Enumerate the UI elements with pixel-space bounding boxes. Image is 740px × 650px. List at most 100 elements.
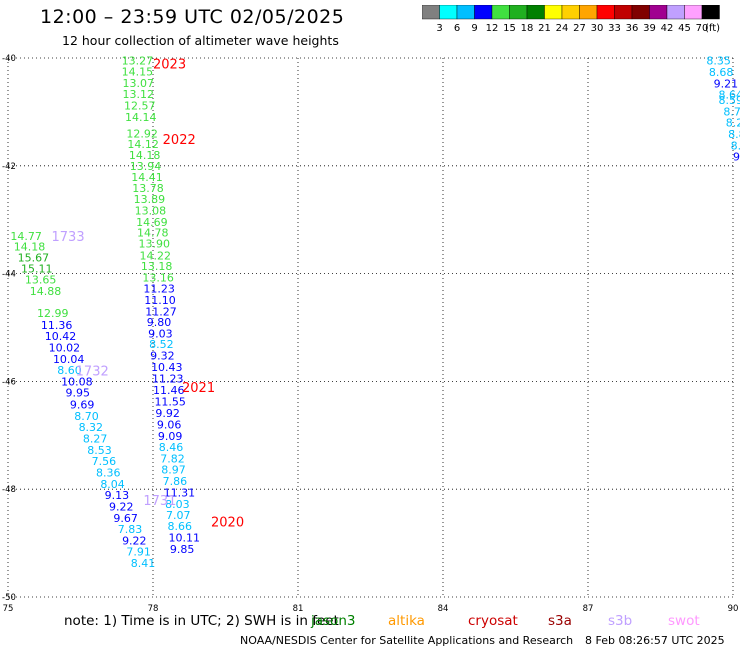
wave-height-value: 11.23	[143, 283, 175, 296]
wave-height-value: 14.18	[14, 241, 46, 254]
wave-height-value: 9.13	[105, 489, 129, 502]
wave-height-value: 14.18	[129, 149, 161, 162]
wave-height-value: 13.94	[130, 160, 162, 173]
wave-height-value: 9.21	[714, 77, 739, 90]
credit-line: NOAA/NESDIS Center for Satellite Applica…	[240, 634, 574, 647]
scale-tick-label: 33	[608, 23, 621, 34]
wave-height-value: 9	[733, 151, 740, 164]
scale-tick-label: 3	[436, 23, 442, 34]
y-tick-label: -48	[2, 485, 16, 495]
scale-tick-label: 6	[454, 23, 460, 34]
wave-height-value: 13.89	[134, 193, 166, 206]
wave-height-value: 11.55	[154, 395, 186, 408]
wave-height-value: 8.97	[161, 463, 186, 476]
wave-height-value: 11.10	[144, 294, 176, 307]
scale-tick-label: 42	[661, 23, 674, 34]
x-tick-label: 90	[728, 604, 739, 614]
scale-tick-label: 9	[471, 23, 477, 34]
wave-height-value: 9.80	[147, 316, 172, 329]
x-tick-label: 87	[583, 604, 594, 614]
scale-tick-label: 39	[643, 23, 656, 34]
scale-tick-label: 18	[521, 23, 534, 34]
scale-unit-label: (ft)	[705, 23, 720, 34]
wave-height-value: 14.15	[122, 65, 154, 78]
wave-height-value: 12.99	[37, 307, 69, 320]
wave-height-value: 13.78	[132, 182, 164, 195]
wave-height-value: 10.02	[49, 341, 81, 354]
scale-tick-label: 15	[503, 23, 516, 34]
wave-height-value: 11.36	[41, 319, 73, 332]
satellite-label-jason3: jason3	[311, 613, 356, 629]
pass-time-label: 1731	[143, 494, 176, 509]
wave-height-value: 13.27	[122, 55, 154, 68]
y-tick-label: -50	[2, 593, 16, 603]
wave-height-value: 8.59	[719, 94, 740, 107]
wave-height-value: 9.67	[113, 512, 138, 525]
wave-height-value: 11.31	[164, 486, 196, 499]
wave-height-value: 8.73	[723, 105, 740, 118]
satellite-label-s3a: s3a	[548, 613, 572, 629]
y-tick-label: -46	[2, 377, 16, 387]
wave-height-value: 9.69	[70, 399, 95, 412]
wave-height-value: 8.66	[168, 520, 193, 533]
wave-height-value: 8.46	[159, 441, 184, 454]
wave-height-value: 14.69	[136, 216, 168, 229]
wave-height-value: 9.95	[66, 387, 91, 400]
scale-tick-label: 36	[626, 23, 639, 34]
wave-height-value: 13.18	[141, 260, 173, 273]
satellite-label-s3b: s3b	[608, 613, 633, 629]
satellite-label-swot: swot	[668, 613, 700, 629]
pass-time-label: 1733	[52, 230, 85, 245]
wave-height-value: 8.70	[74, 410, 99, 423]
wave-height-value: 8.52	[149, 338, 174, 351]
scale-tick-label: 12	[486, 23, 499, 34]
wave-height-value: 14.78	[137, 227, 169, 240]
wave-height-value: 8.27	[83, 433, 108, 446]
pass-time-label: 1732	[76, 365, 109, 380]
wave-height-value: 8.41	[131, 557, 156, 570]
satellite-label-cryosat: cryosat	[468, 613, 518, 629]
wave-height-value: 15.11	[21, 263, 53, 276]
y-tick-label: -40	[2, 54, 16, 64]
scale-tick-label: 30	[591, 23, 604, 34]
wave-height-value: 7.56	[92, 455, 117, 468]
color-scale-legend: 3 6 9 12 15 18 21 24 27 30 33 36 39 42 45 70(ft)	[422, 5, 720, 34]
wave-height-value: 10.42	[45, 330, 77, 343]
pass-time-label: 2021	[182, 381, 215, 396]
wave-height-value: 12.92	[126, 127, 157, 140]
x-tick-label: 81	[293, 604, 304, 614]
wave-height-value: 7.07	[166, 509, 191, 522]
generation-timestamp: 8 Feb 08:26:57 UTC 2025	[585, 634, 725, 647]
wave-height-value: 8.2	[726, 117, 740, 130]
wave-height-value: 9.85	[170, 543, 195, 556]
pass-time-label: 2020	[211, 516, 244, 531]
y-tick-label: -44	[2, 270, 16, 280]
y-tick-label: -42	[2, 162, 16, 172]
scale-swatch	[701, 5, 720, 20]
chart-title: 12:00 – 23:59 UTC 02/05/2025	[40, 6, 345, 28]
pass-time-label: 2022	[163, 133, 196, 148]
wave-height-value: 13.65	[25, 274, 56, 287]
wave-height-value: 14.41	[131, 171, 163, 184]
wave-height-value: 8.32	[79, 421, 104, 434]
wave-height-value: 13.90	[139, 237, 171, 250]
wave-height-value: 14.77	[10, 230, 42, 243]
scale-tick-label: 27	[573, 23, 586, 34]
wave-height-value: 8.64	[719, 89, 740, 102]
scale-tick-label: 45	[678, 23, 691, 34]
scale-tick-label: 21	[538, 23, 551, 34]
scale-tick-label: 24	[556, 23, 569, 34]
pass-time-label: 2023	[153, 57, 186, 72]
wave-height-value: 14.22	[139, 249, 171, 262]
wave-height-value: 11.23	[152, 373, 184, 386]
wave-height-value: 13.08	[135, 205, 167, 218]
wave-height-value: 8.60	[57, 364, 82, 377]
scale-tick-label: 70	[696, 23, 709, 34]
x-tick-label: 75	[3, 604, 14, 614]
wave-height-value: 8.68	[709, 66, 734, 79]
wave-height-value: 15.67	[18, 251, 49, 264]
wave-height-value: 8.53	[87, 444, 112, 457]
wave-height-value: 9.32	[150, 350, 175, 363]
wave-height-value: 7.83	[118, 523, 143, 536]
